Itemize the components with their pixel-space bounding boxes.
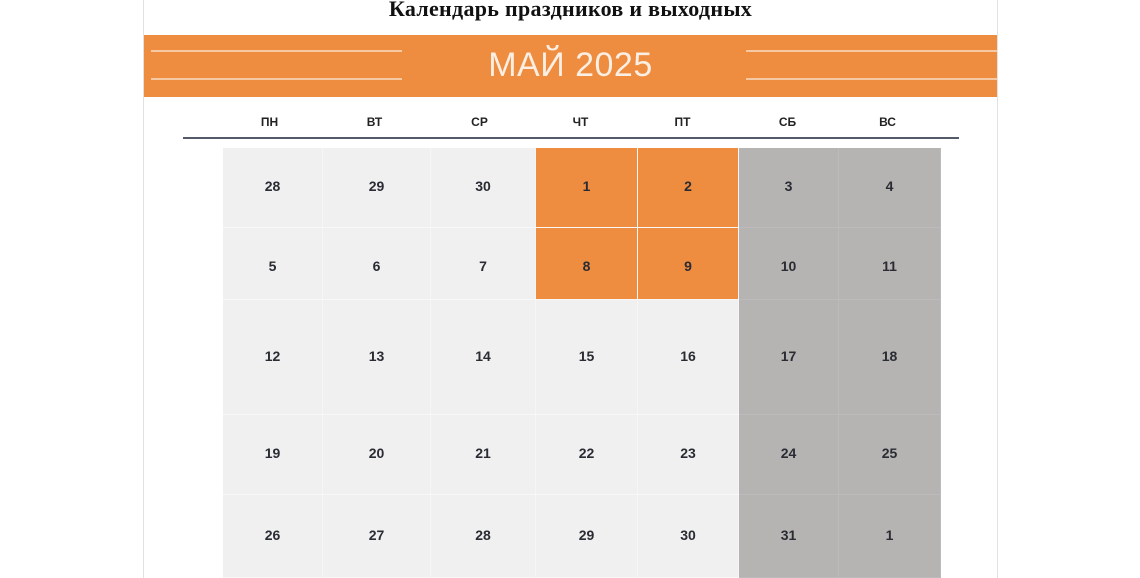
day-cell[interactable]: 29 [536,495,638,578]
day-number: 21 [475,445,491,461]
weekday-header: СР [471,115,488,129]
day-number: 16 [680,348,696,364]
weekday-header: ВС [879,115,896,129]
day-number: 9 [684,258,692,274]
day-cell[interactable]: 9 [638,228,739,300]
day-cell[interactable]: 15 [536,300,638,415]
weekday-header: ЧТ [572,115,589,129]
day-cell[interactable]: 1 [839,495,941,578]
decorative-line [151,50,402,52]
day-cell[interactable]: 28 [431,495,536,578]
day-number: 6 [372,258,381,274]
day-cell[interactable]: 13 [323,300,431,415]
weekday-header: ПТ [674,115,691,129]
month-banner: МАЙ 2025 [144,35,997,97]
day-number: 11 [882,258,897,274]
day-cell[interactable]: 17 [739,300,839,415]
day-number: 8 [582,258,591,274]
day-cell[interactable]: 22 [536,415,638,495]
day-cell[interactable]: 29 [323,148,431,228]
day-number: 13 [368,348,385,364]
day-number: 3 [784,178,793,194]
header-divider [183,137,959,139]
day-number: 22 [578,445,595,461]
day-cell[interactable]: 2 [638,148,739,228]
day-number: 18 [881,348,898,364]
day-cell[interactable]: 4 [839,148,941,228]
day-number: 2 [684,178,692,194]
day-number: 12 [264,348,281,364]
day-cell[interactable]: 26 [223,495,323,578]
day-number: 1 [582,178,591,194]
day-number: 31 [780,527,797,543]
day-number: 14 [475,348,491,364]
day-cell[interactable]: 24 [739,415,839,495]
day-number: 1 [885,527,894,543]
day-number: 28 [264,178,281,194]
day-cell[interactable]: 30 [638,495,739,578]
day-number: 17 [780,348,797,364]
day-cell[interactable]: 27 [323,495,431,578]
day-number: 23 [680,445,696,461]
day-cell[interactable]: 20 [323,415,431,495]
day-number: 30 [680,527,696,543]
day-cell[interactable]: 19 [223,415,323,495]
decorative-line [746,78,997,80]
day-number: 7 [479,258,487,274]
day-cell[interactable]: 25 [839,415,941,495]
day-number: 29 [578,527,595,543]
day-number: 19 [264,445,281,461]
weekday-header: СБ [778,115,797,129]
day-cell[interactable]: 5 [223,228,323,300]
month-title: МАЙ 2025 [488,46,653,84]
day-cell[interactable]: 10 [739,228,839,300]
day-number: 27 [368,527,385,543]
decorative-line [746,50,997,52]
decorative-line [151,78,402,80]
day-number: 4 [885,178,894,194]
day-number: 26 [264,527,281,543]
day-cell[interactable]: 14 [431,300,536,415]
weekday-header: ВТ [366,115,383,129]
day-number: 15 [578,348,595,364]
day-cell[interactable]: 21 [431,415,536,495]
day-cell[interactable]: 16 [638,300,739,415]
day-cell[interactable]: 8 [536,228,638,300]
day-cell[interactable]: 7 [431,228,536,300]
day-number: 25 [881,445,898,461]
day-cell[interactable]: 1 [536,148,638,228]
page-title: Календарь праздников и выходных [388,0,753,21]
day-cell[interactable]: 18 [839,300,941,415]
day-cell[interactable]: 30 [431,148,536,228]
day-cell[interactable]: 23 [638,415,739,495]
calendar-page: Календарь праздников и выходных МАЙ 2025… [143,0,998,578]
weekday-header: ПН [260,115,279,129]
day-cell[interactable]: 6 [323,228,431,300]
day-number: 20 [368,445,385,461]
day-cell[interactable]: 28 [223,148,323,228]
day-cell[interactable]: 3 [739,148,839,228]
day-number: 30 [475,178,491,194]
day-number: 10 [780,258,797,274]
day-number: 24 [780,445,797,461]
day-cell[interactable]: 12 [223,300,323,415]
day-cell[interactable]: 11 [839,228,941,300]
day-number: 5 [268,258,277,274]
day-number: 28 [475,527,491,543]
day-number: 29 [368,178,385,194]
day-cell[interactable]: 31 [739,495,839,578]
